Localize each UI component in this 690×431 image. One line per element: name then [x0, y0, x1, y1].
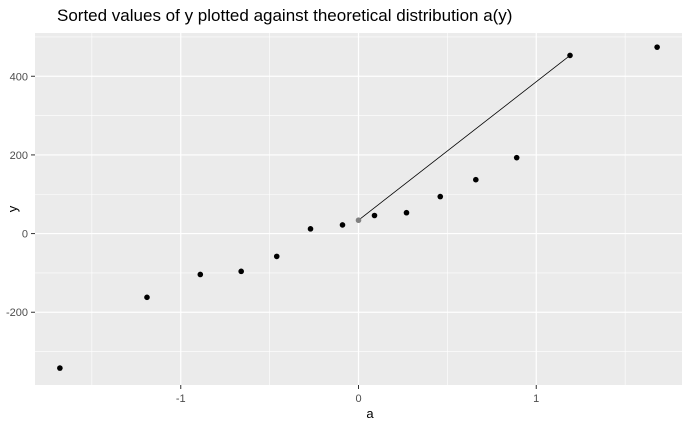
data-point: [339, 222, 346, 228]
data-point: [403, 209, 410, 216]
y-tick-label: 200: [10, 150, 28, 162]
chart-title: Sorted values of y plotted against theor…: [57, 6, 513, 25]
data-point: [57, 365, 63, 371]
data-point: [513, 154, 520, 161]
x-tick-label: 1: [533, 393, 539, 405]
y-tick-label: 0: [22, 229, 28, 241]
data-points: [57, 44, 660, 371]
x-axis-ticks: -1 0 1: [176, 385, 539, 405]
data-point: [238, 268, 244, 275]
x-axis-title: a: [366, 406, 374, 421]
y-axis-ticks: -200 0 200 400: [6, 71, 35, 319]
x-tick-label: -1: [176, 393, 186, 405]
data-point: [473, 176, 479, 183]
data-point: [567, 52, 573, 59]
data-point: [144, 294, 150, 301]
x-tick-label: 0: [355, 393, 361, 405]
data-point: [371, 212, 378, 219]
data-point: [197, 271, 204, 278]
data-point: [307, 226, 314, 232]
data-point: [273, 253, 280, 260]
y-tick-label: 400: [10, 71, 28, 83]
major-gridlines: [35, 33, 682, 385]
highlighted-data-point: [355, 217, 362, 224]
y-axis-title: y: [5, 205, 20, 212]
reference-segment: [358, 55, 571, 221]
data-point: [437, 193, 444, 200]
data-point: [654, 44, 660, 50]
y-tick-label: -200: [6, 307, 28, 319]
